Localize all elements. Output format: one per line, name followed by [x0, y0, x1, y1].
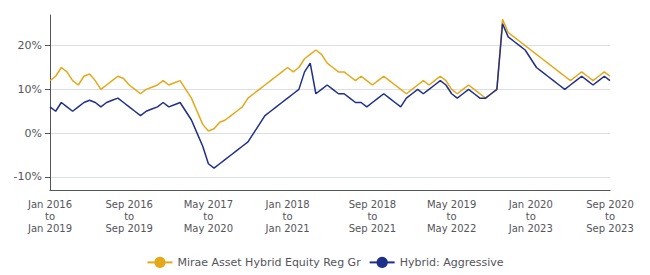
svg-text:Sep 2023: Sep 2023 — [586, 223, 633, 234]
svg-text:to: to — [605, 211, 615, 222]
svg-text:10%: 10% — [18, 83, 42, 96]
svg-text:to: to — [526, 211, 536, 222]
svg-text:May 2017: May 2017 — [184, 199, 233, 210]
svg-text:Jan 2020: Jan 2020 — [508, 199, 553, 210]
svg-text:Sep 2018: Sep 2018 — [349, 199, 396, 210]
svg-text:May 2020: May 2020 — [184, 223, 233, 234]
svg-text:Jan 2019: Jan 2019 — [27, 223, 72, 234]
svg-text:to: to — [45, 211, 55, 222]
svg-text:to: to — [124, 211, 134, 222]
svg-text:Hybrid: Aggressive: Hybrid: Aggressive — [400, 256, 504, 269]
svg-text:May 2019: May 2019 — [427, 199, 476, 210]
svg-text:Jan 2021: Jan 2021 — [265, 223, 310, 234]
svg-text:Mirae Asset Hybrid Equity Reg: Mirae Asset Hybrid Equity Reg Gr — [177, 256, 361, 269]
svg-text:Sep 2016: Sep 2016 — [105, 199, 152, 210]
svg-text:Jan 2016: Jan 2016 — [27, 199, 72, 210]
svg-text:to: to — [283, 211, 293, 222]
svg-text:Sep 2019: Sep 2019 — [105, 223, 152, 234]
svg-text:Jan 2023: Jan 2023 — [508, 223, 553, 234]
svg-text:May 2022: May 2022 — [427, 223, 476, 234]
svg-text:to: to — [367, 211, 377, 222]
svg-text:Sep 2020: Sep 2020 — [586, 199, 633, 210]
svg-text:-10%: -10% — [14, 170, 42, 183]
svg-text:to: to — [447, 211, 457, 222]
svg-text:to: to — [203, 211, 213, 222]
svg-text:0%: 0% — [25, 127, 42, 140]
svg-text:Sep 2021: Sep 2021 — [349, 223, 396, 234]
svg-text:20%: 20% — [18, 39, 42, 52]
svg-text:Jan 2018: Jan 2018 — [265, 199, 310, 210]
